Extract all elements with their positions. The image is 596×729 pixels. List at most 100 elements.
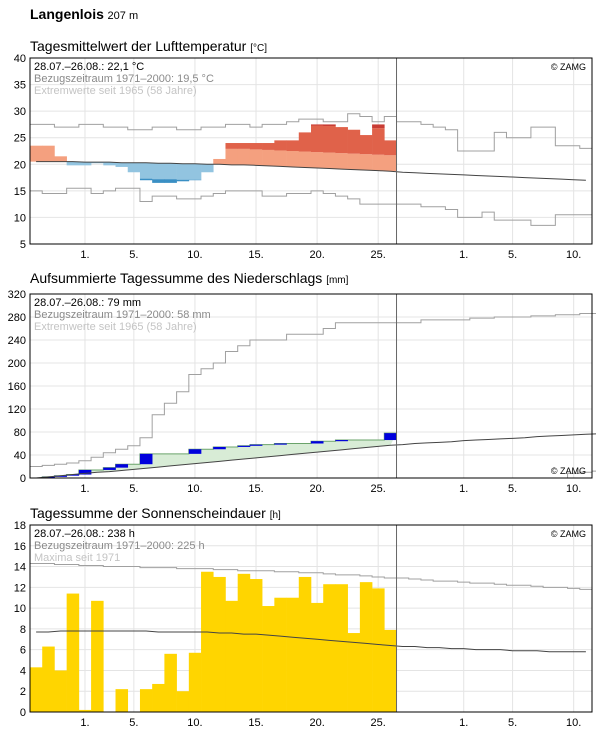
x-tick-label: 1. xyxy=(459,717,468,729)
sun-bar xyxy=(91,600,104,712)
sun-bar xyxy=(78,709,92,712)
temp-bar xyxy=(335,127,348,154)
temp-bar xyxy=(103,162,116,166)
temp-bar xyxy=(286,140,300,151)
y-tick-label: 0 xyxy=(20,707,26,719)
y-tick-label: 20 xyxy=(14,159,26,171)
x-tick-label: 1. xyxy=(80,249,89,261)
sun-bar xyxy=(164,653,177,712)
x-tick-label: 10. xyxy=(566,249,581,261)
y-tick-label: 10 xyxy=(14,212,26,224)
temp-title-text: Tagesmittelwert der Lufttemperatur xyxy=(30,38,247,54)
sun-bar xyxy=(347,633,361,712)
copyright-label: © ZAMG xyxy=(551,62,586,72)
temp-bar xyxy=(262,149,275,166)
x-tick-label: 5. xyxy=(129,483,138,495)
plot-frame xyxy=(29,57,593,245)
y-tick-label: 25 xyxy=(14,133,26,145)
precip-bar xyxy=(384,433,397,441)
y-tick-label: 18 xyxy=(14,520,26,532)
precip-bar xyxy=(78,469,92,475)
temp-bar xyxy=(359,135,373,155)
x-tick-label: 20. xyxy=(309,249,324,261)
normal-line xyxy=(36,161,586,181)
extreme-min-line xyxy=(30,187,592,226)
sun-bar xyxy=(188,652,202,712)
y-tick-label: 8 xyxy=(20,624,26,636)
y-tick-label: 0 xyxy=(20,473,26,485)
y-tick-label: 240 xyxy=(8,335,26,347)
plot-frame xyxy=(29,293,593,479)
temp-bar xyxy=(127,162,141,173)
temp-bar xyxy=(225,143,238,149)
x-tick-label: 5. xyxy=(508,249,517,261)
sun-bar xyxy=(139,689,153,712)
precip-bar xyxy=(311,441,324,444)
info-reference: Bezugszeitraum 1971–2000: 225 h xyxy=(34,540,205,552)
x-tick-label: 5. xyxy=(508,483,517,495)
x-tick-label: 10. xyxy=(566,483,581,495)
sun-bar xyxy=(359,582,373,712)
temp-bar xyxy=(323,152,336,169)
temp-bar xyxy=(66,161,80,166)
station-name: Langenlois xyxy=(30,6,104,22)
sun-bar xyxy=(335,584,348,712)
precip-bar xyxy=(188,449,202,454)
info-period: 28.07.–26.08.: 22,1 °C xyxy=(34,61,144,73)
x-tick-label: 20. xyxy=(309,483,324,495)
temp-bar xyxy=(274,140,287,151)
y-tick-label: 6 xyxy=(20,645,26,657)
precip-bar xyxy=(274,443,287,445)
temp-bar xyxy=(249,149,263,166)
info-reference: Bezugszeitraum 1971–2000: 58 mm xyxy=(34,309,211,321)
precip-bar xyxy=(237,445,251,447)
temp-bar xyxy=(347,129,361,154)
sun-bar xyxy=(201,571,214,712)
precip-unit: [mm] xyxy=(326,275,349,286)
station-header: Langenlois 207 m xyxy=(30,6,138,22)
x-tick-label: 5. xyxy=(508,717,517,729)
y-tick-label: 40 xyxy=(14,450,26,462)
x-tick-label: 10. xyxy=(187,717,202,729)
x-tick-label: 1. xyxy=(80,483,89,495)
sun-bar xyxy=(274,597,287,712)
sun-bar xyxy=(152,683,165,712)
temp-bar xyxy=(30,145,43,162)
y-tick-label: 5 xyxy=(20,239,26,251)
y-tick-label: 160 xyxy=(8,381,26,393)
temp-bar xyxy=(249,143,263,150)
precip-bar xyxy=(115,464,129,468)
y-tick-label: 4 xyxy=(20,665,26,677)
temp-bar xyxy=(201,164,214,173)
chart-panel-2: 0 40 80 120 160 200 240 280 320 1. 5. 10. 15. 20. 25. 1… xyxy=(8,289,596,495)
normal-line xyxy=(36,630,586,653)
temp-bar xyxy=(311,124,324,126)
precip-bar xyxy=(66,474,80,476)
temp-bar xyxy=(139,162,153,179)
temp-bar xyxy=(164,163,177,180)
sun-bar xyxy=(323,584,336,712)
temp-bar xyxy=(188,163,202,180)
sun-bar xyxy=(286,597,300,712)
sun-bar xyxy=(115,689,129,712)
x-tick-label: 25. xyxy=(371,483,386,495)
sun-chart-title: Tagessumme der Sonnenscheindauer [h] xyxy=(30,505,281,521)
sun-bar xyxy=(298,576,312,712)
temp-bar xyxy=(311,152,324,169)
temp-bar xyxy=(262,143,275,150)
station-altitude: 207 m xyxy=(107,10,139,22)
temp-bar xyxy=(225,148,238,165)
x-tick-label: 5. xyxy=(129,717,138,729)
extreme-max-line xyxy=(30,113,592,152)
extreme-max-line xyxy=(30,562,592,590)
sun-bar xyxy=(176,691,190,712)
y-tick-label: 2 xyxy=(20,686,26,698)
temp-bar xyxy=(54,156,67,162)
y-tick-label: 15 xyxy=(14,186,26,198)
temp-bar xyxy=(286,151,300,167)
x-tick-label: 10. xyxy=(187,483,202,495)
sun-bar xyxy=(384,629,397,712)
sun-bar xyxy=(66,593,80,712)
temp-bar xyxy=(384,140,397,156)
temp-unit: [°C] xyxy=(250,43,267,54)
